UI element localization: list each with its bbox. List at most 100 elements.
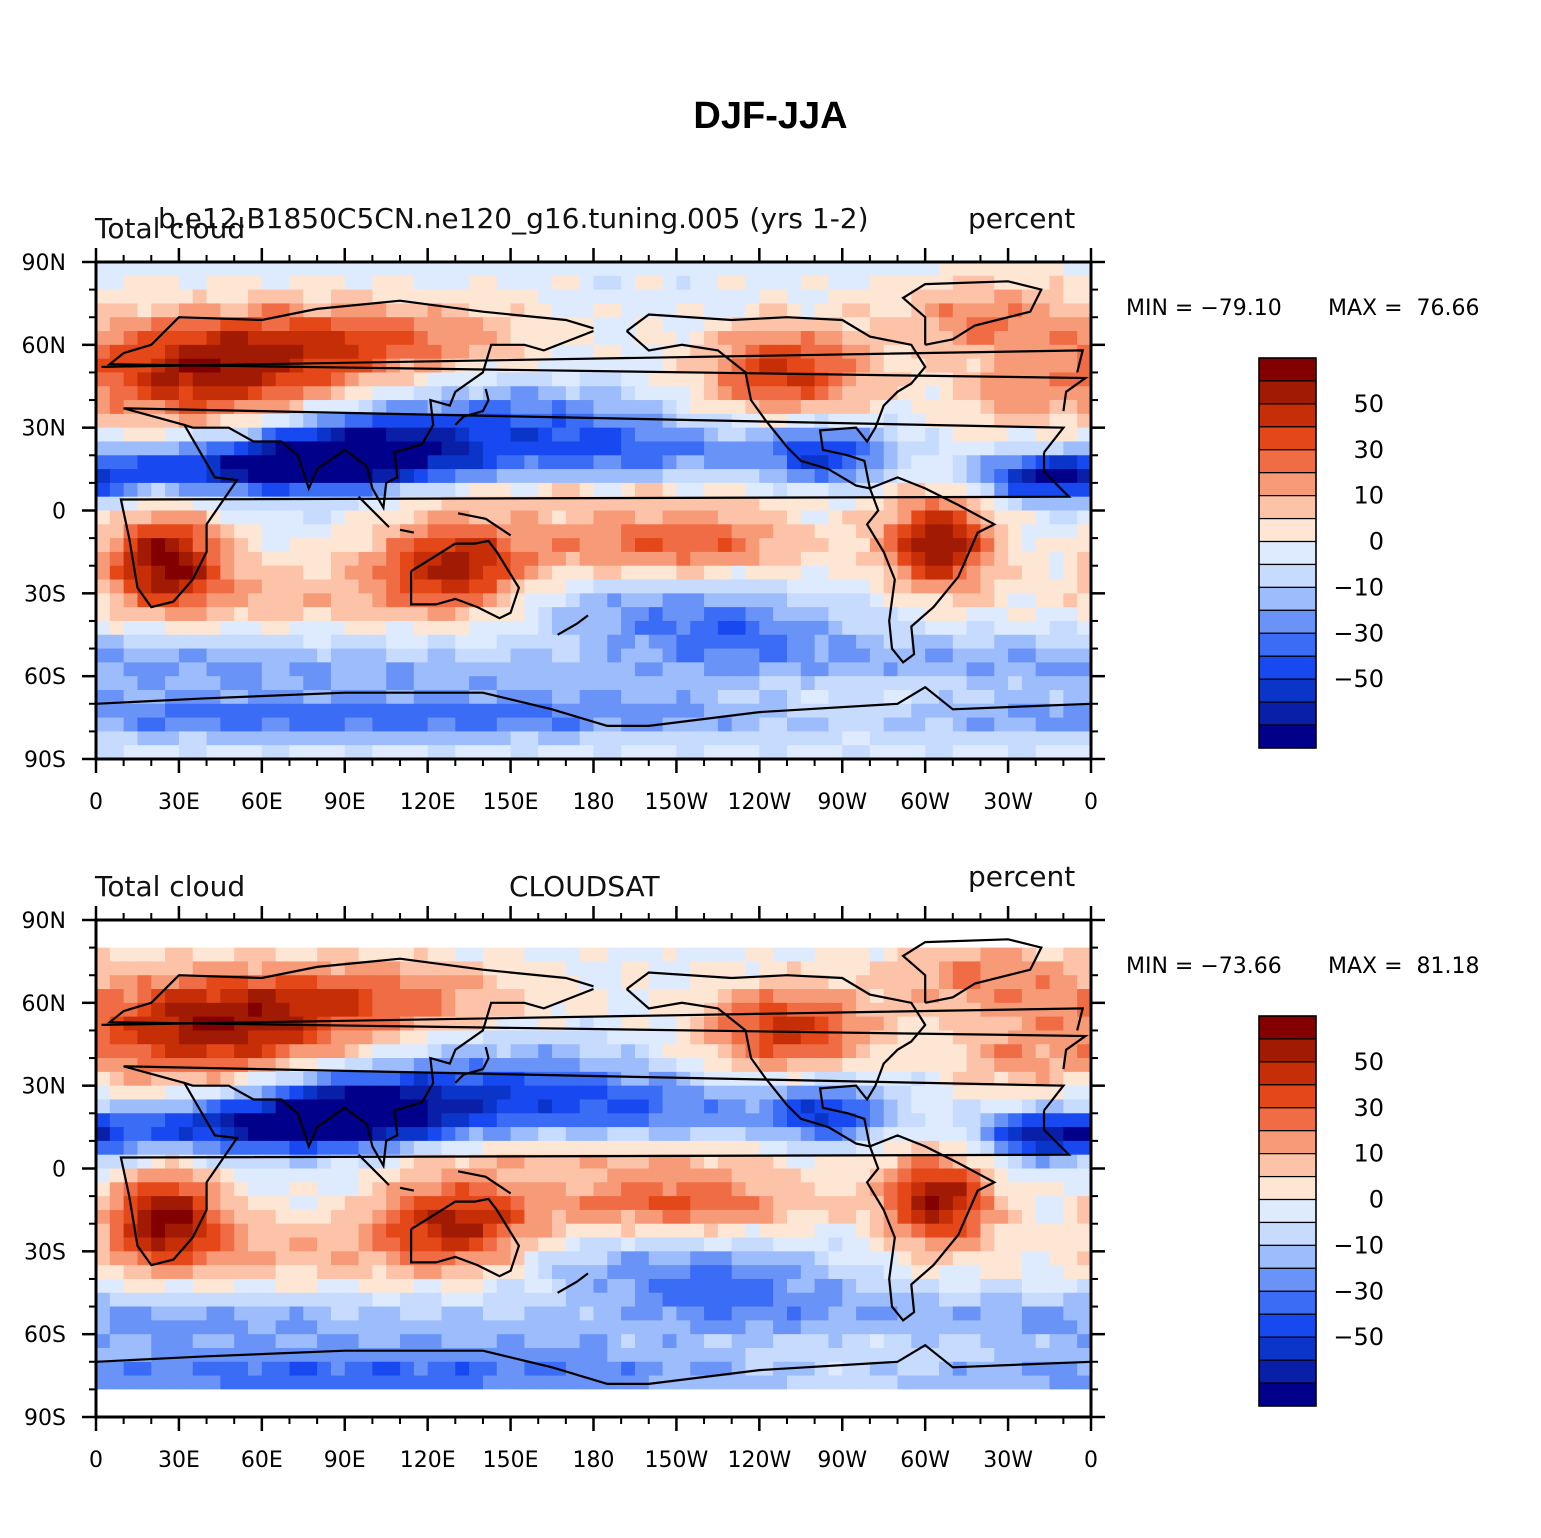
map-plot: 0 30E 60E 90E 120E 150E 180 150W 120W 90W 60W 30W 09… (22, 248, 1384, 815)
lon-tick-label: 180 (573, 790, 615, 815)
lat-tick-label: 30S (24, 1240, 66, 1265)
colorbar: 50 30 10 0 −10 −30 −50 (1258, 1015, 1384, 1407)
lon-tick-label: 150E (483, 790, 539, 815)
panel-left-label: Total cloud (95, 870, 246, 903)
lon-tick-label: 0 (89, 790, 103, 815)
anomaly-field (96, 262, 1092, 760)
colorbar-label: −30 (1333, 1277, 1384, 1305)
colorbar-label: 0 (1369, 1186, 1384, 1214)
colorbar-swatch (1258, 632, 1317, 657)
panel-left-label: Total cloud (95, 212, 246, 245)
lon-tick-label: 60W (900, 790, 950, 815)
lon-tick-label: 0 (1084, 1448, 1098, 1473)
colorbar-swatch (1258, 403, 1317, 428)
lon-tick-label: 90W (817, 1448, 867, 1473)
colorbar-swatch (1258, 1153, 1317, 1178)
colorbar-swatch (1258, 517, 1317, 543)
lon-tick-label: 90E (324, 1448, 366, 1473)
lon-tick-label: 150E (483, 1448, 539, 1473)
lon-tick-label: 30E (158, 1448, 200, 1473)
colorbar: 50 30 10 0 −10 −30 −50 (1258, 357, 1384, 749)
colorbar-swatch (1258, 1244, 1317, 1269)
lat-tick-label: 60S (24, 1323, 66, 1348)
panel-center-label: CLOUDSAT (509, 870, 660, 903)
colorbar-label: 10 (1353, 1140, 1384, 1168)
lon-tick-label: 30E (158, 790, 200, 815)
lon-tick-label: 60E (241, 1448, 283, 1473)
colorbar-label: 30 (1353, 436, 1384, 464)
coastlines (95, 280, 1092, 728)
colorbar-swatch (1258, 472, 1317, 497)
panel-top: Total cloud b.e12.B1850C5CN.ne120_g16.tu… (0, 180, 1541, 860)
lat-tick-label: 60N (22, 334, 66, 359)
colorbar-label: 50 (1353, 1048, 1384, 1076)
colorbar-label: −30 (1333, 619, 1384, 647)
map-plot: 0 30E 60E 90E 120E 150E 180 150W 120W 90W 60W 30W 09… (22, 906, 1384, 1473)
colorbar-label: 30 (1353, 1094, 1384, 1122)
colorbar-swatch (1258, 724, 1317, 749)
lon-tick-label: 30W (983, 790, 1033, 815)
min-value: MIN = −79.10 (1126, 296, 1282, 321)
max-value: MAX = 76.66 (1328, 296, 1480, 321)
lat-tick-label: 30N (22, 417, 66, 442)
lat-tick-label: 60N (22, 992, 66, 1017)
colorbar-label: −50 (1333, 1323, 1384, 1351)
lon-tick-label: 180 (573, 1448, 615, 1473)
colorbar-swatch (1258, 540, 1317, 566)
lon-tick-label: 60E (241, 790, 283, 815)
lat-tick-label: 60S (24, 665, 66, 690)
lon-tick-label: 120W (727, 1448, 791, 1473)
colorbar-swatch (1258, 1382, 1317, 1407)
lat-tick-label: 90S (24, 1406, 66, 1431)
max-value: MAX = 81.18 (1328, 954, 1480, 979)
lon-tick-label: 0 (89, 1448, 103, 1473)
lon-tick-label: 150W (645, 790, 709, 815)
lon-tick-label: 120E (400, 790, 456, 815)
coastlines (95, 938, 1092, 1386)
colorbar-swatch (1258, 1130, 1317, 1155)
lat-tick-label: 30S (24, 582, 66, 607)
colorbar-swatch (1258, 426, 1317, 451)
lat-tick-label: 90S (24, 748, 66, 773)
anomaly-field (96, 920, 1092, 1418)
lon-tick-label: 120W (727, 790, 791, 815)
colorbar-swatch (1258, 1221, 1317, 1247)
panel-units-label: percent (968, 860, 1076, 893)
colorbar-swatch (1258, 1290, 1317, 1315)
colorbar-swatch (1258, 1175, 1317, 1201)
colorbar-swatch (1258, 1267, 1317, 1292)
colorbar-label: −50 (1333, 665, 1384, 693)
colorbar-swatch (1258, 1198, 1317, 1224)
lon-tick-label: 120E (400, 1448, 456, 1473)
colorbar-swatch (1258, 1038, 1317, 1063)
colorbar-label: 50 (1353, 390, 1384, 418)
colorbar-label: −10 (1333, 1231, 1384, 1259)
lat-tick-label: 90N (22, 909, 66, 934)
colorbar-swatch (1258, 1336, 1317, 1361)
colorbar-swatch (1258, 1061, 1317, 1086)
panel-center-label: b.e12.B1850C5CN.ne120_g16.tuning.005 (yr… (158, 202, 869, 235)
colorbar-label: −10 (1333, 573, 1384, 601)
lat-tick-label: 90N (22, 251, 66, 276)
lat-tick-label: 0 (52, 1158, 66, 1183)
lat-tick-label: 30N (22, 1075, 66, 1100)
lon-tick-label: 90E (324, 790, 366, 815)
colorbar-swatch (1258, 701, 1317, 726)
lon-tick-label: 0 (1084, 790, 1098, 815)
colorbar-swatch (1258, 449, 1317, 474)
figure-title: DJF-JJA (693, 95, 848, 137)
lon-tick-label: 90W (817, 790, 867, 815)
lon-tick-label: 150W (645, 1448, 709, 1473)
colorbar-swatch (1258, 380, 1317, 405)
colorbar-swatch (1258, 655, 1317, 680)
colorbar-swatch (1258, 1084, 1317, 1109)
lon-tick-label: 60W (900, 1448, 950, 1473)
colorbar-swatch (1258, 357, 1317, 382)
colorbar-swatch (1258, 1359, 1317, 1384)
colorbar-swatch (1258, 609, 1317, 634)
lon-tick-label: 30W (983, 1448, 1033, 1473)
lat-tick-label: 0 (52, 500, 66, 525)
min-value: MIN = −73.66 (1126, 954, 1282, 979)
panel-units-label: percent (968, 202, 1076, 235)
colorbar-label: 10 (1353, 482, 1384, 510)
